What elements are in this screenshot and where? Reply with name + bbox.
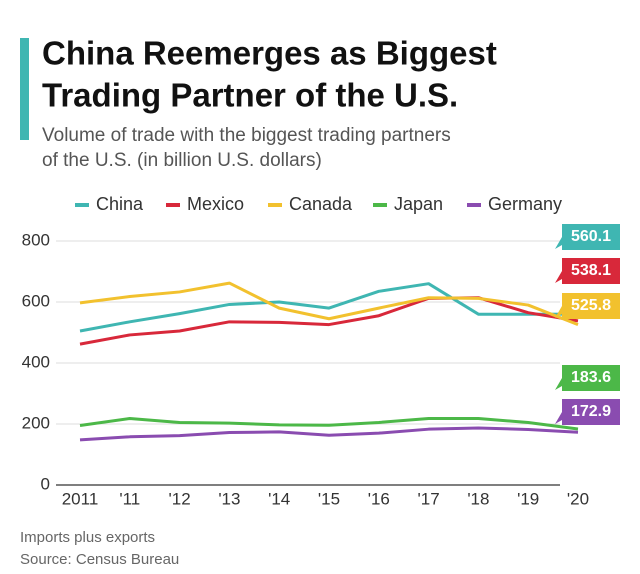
x-tick-label: 2011: [62, 489, 99, 508]
x-tick-label: '12: [169, 489, 191, 508]
y-tick-label: 600: [22, 291, 50, 310]
x-tick-label: '13: [218, 489, 240, 508]
x-tick-label: '15: [318, 489, 340, 508]
y-tick-label: 0: [41, 474, 50, 493]
line-series: [79, 282, 579, 333]
end-label: 538.1: [571, 262, 611, 279]
y-tick-label: 800: [22, 230, 50, 249]
chart-subtitle: Volume of trade with the biggest trading…: [42, 125, 451, 146]
legend-label: Canada: [289, 194, 353, 214]
x-tick-label: '14: [268, 489, 290, 508]
end-label-box: [555, 258, 620, 284]
line-series: [79, 296, 579, 346]
legend-label: Japan: [394, 194, 443, 214]
x-tick-label: '16: [368, 489, 390, 508]
chart-title: Trading Partner of the U.S.: [42, 77, 458, 114]
x-tick-label: '20: [567, 489, 589, 508]
legend-label: Germany: [488, 194, 562, 214]
source: Source: Census Bureau: [20, 551, 179, 568]
end-label-box: [555, 293, 620, 319]
line-series: [79, 417, 579, 431]
y-tick-label: 400: [22, 352, 50, 371]
chart-subtitle: of the U.S. (in billion U.S. dollars): [42, 150, 322, 171]
x-tick-label: '17: [418, 489, 440, 508]
end-label-box: [555, 399, 620, 425]
x-tick-label: '11: [119, 489, 140, 508]
end-label: 172.9: [571, 403, 611, 420]
x-tick-label: '19: [517, 489, 539, 508]
legend-label: Mexico: [187, 194, 244, 214]
note: Imports plus exports: [20, 529, 155, 546]
line-series: [79, 281, 579, 327]
line-series: [79, 426, 579, 442]
y-tick-label: 200: [22, 413, 50, 432]
title-accent: [20, 38, 29, 140]
end-label: 183.6: [571, 369, 611, 386]
end-label-box: [555, 365, 620, 391]
end-label: 560.1: [571, 228, 611, 245]
x-tick-label: '18: [467, 489, 489, 508]
chart-title: China Reemerges as Biggest: [42, 35, 497, 72]
end-label-box: [555, 224, 620, 250]
legend-label: China: [96, 194, 144, 214]
end-label: 525.8: [571, 297, 611, 314]
